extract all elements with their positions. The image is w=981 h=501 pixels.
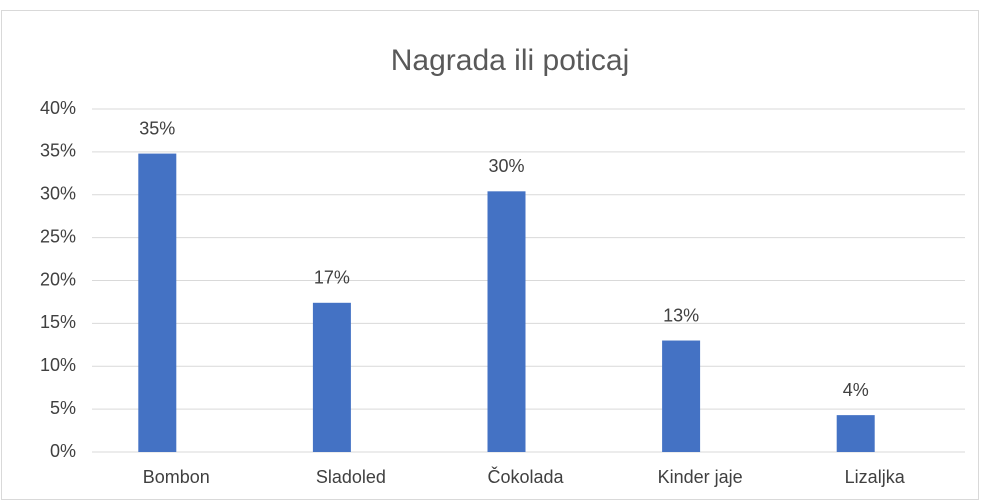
data-label: 13% [663,305,699,325]
data-label: 4% [843,380,869,400]
data-label: 35% [139,118,175,138]
y-tick-label: 5% [50,398,76,418]
x-tick-label: Sladoled [316,467,386,487]
x-tick-label: Kinder jaje [658,467,743,487]
bar [836,415,875,452]
x-tick-label: Čokolada [487,466,564,487]
bar [487,191,526,452]
x-tick-label: Bombon [143,467,210,487]
chart-title: Nagrada ili poticaj [391,44,629,77]
y-tick-label: 30% [40,184,76,204]
y-tick-label: 40% [40,98,76,118]
bar [662,340,701,452]
y-tick-label: 25% [40,226,76,246]
bar [138,153,177,452]
y-tick-label: 10% [40,355,76,375]
y-tick-label: 0% [50,441,76,461]
data-label: 17% [314,268,350,288]
data-label: 30% [488,156,524,176]
bar [312,302,351,452]
x-tick-label: Lizaljka [845,467,906,487]
y-tick-label: 15% [40,312,76,332]
y-tick-label: 20% [40,269,76,289]
y-tick-label: 35% [40,141,76,161]
